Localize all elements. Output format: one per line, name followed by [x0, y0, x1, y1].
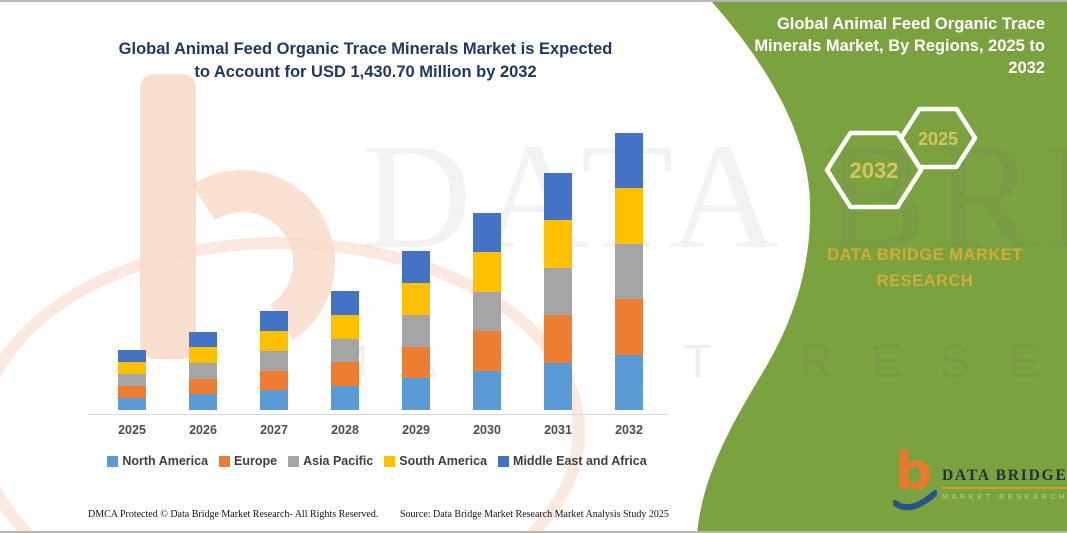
legend-item-north-america: North America [107, 454, 208, 468]
hexagon-2025-label: 2025 [918, 129, 958, 149]
legend-label: Middle East and Africa [513, 454, 647, 468]
bar-segment-2027-south-america [260, 331, 288, 351]
bar-segment-2028-europe [331, 362, 359, 387]
legend-item-europe: Europe [219, 454, 277, 468]
bar-segment-2030-middle-east-and-africa [473, 212, 501, 253]
bar-segment-2028-north-america [331, 386, 359, 410]
hexagon-2025 [898, 106, 978, 170]
x-axis-line [88, 414, 668, 415]
company-logo: b DATA BRIDGE MARKET RESEARCH [893, 442, 1067, 521]
bar-segment-2026-middle-east-and-africa [189, 331, 217, 348]
bar-segment-2027-middle-east-and-africa [260, 311, 288, 332]
bar-segment-2031-south-america [544, 220, 572, 268]
footer-source: Source: Data Bridge Market Research Mark… [400, 509, 669, 520]
bar-segment-2032-europe [615, 299, 643, 355]
x-axis-label-2032: 2032 [615, 423, 643, 437]
logo-title: DATA BRIDGE [942, 467, 1067, 489]
chart-title-line2: to Account for USD 1,430.70 Million by 2… [194, 62, 537, 81]
bar-segment-2026-north-america [189, 394, 217, 410]
bar-segment-2030-asia-pacific [473, 291, 501, 332]
bar-segment-2029-europe [402, 346, 430, 379]
chart-title-line1: Global Animal Feed Organic Trace Mineral… [118, 40, 613, 58]
brand-wordmark-line1: DATA BRIDGE MARKET [827, 246, 1023, 264]
logo-b-letter: b [895, 442, 933, 502]
legend-swatch [107, 455, 119, 467]
x-axis-label-2029: 2029 [402, 423, 430, 437]
bar-segment-2025-middle-east-and-africa [118, 349, 146, 362]
x-axis-label-2031: 2031 [544, 423, 572, 437]
bar-segment-2027-europe [260, 370, 288, 391]
legend-swatch [498, 455, 510, 467]
chart-title: Global Animal Feed Organic Trace Mineral… [88, 38, 643, 84]
bar-segment-2029-north-america [402, 378, 430, 410]
x-axis-label-2027: 2027 [260, 423, 288, 437]
logo-text-block: DATA BRIDGE MARKET RESEARCH [942, 455, 1067, 501]
legend-item-middle-east-and-africa: Middle East and Africa [498, 454, 647, 468]
bar-segment-2025-south-america [118, 362, 146, 374]
hexagon-2032-label: 2032 [850, 158, 899, 183]
x-axis-label-2030: 2030 [473, 423, 501, 437]
bar-segment-2028-asia-pacific [331, 338, 359, 363]
bar-segment-2029-south-america [402, 283, 430, 315]
brand-wordmark-line2: RESEARCH [876, 271, 974, 290]
bar-segment-2030-europe [473, 331, 501, 371]
panel-title-line3: 2032 [1008, 58, 1045, 77]
bar-segment-2026-europe [189, 378, 217, 395]
footer-copyright: DMCA Protected © Data Bridge Market Rese… [88, 509, 379, 520]
bar-segment-2032-north-america [615, 354, 643, 410]
legend-label: South America [399, 454, 488, 468]
legend-label: Asia Pacific [303, 454, 374, 468]
panel-title-line1: Global Animal Feed Organic Trace [776, 15, 1045, 33]
bar-segment-2031-north-america [544, 362, 572, 410]
legend-label: Europe [234, 454, 278, 468]
legend-item-south-america: South America [384, 454, 487, 468]
legend-item-asia-pacific: Asia Pacific [288, 454, 373, 468]
panel-title-line2: Minerals Market, By Regions, 2025 to [754, 36, 1045, 55]
bar-segment-2025-asia-pacific [118, 374, 146, 386]
bar-segment-2027-north-america [260, 390, 288, 410]
hexagon-2032 [824, 130, 924, 210]
bar-segment-2026-asia-pacific [189, 362, 217, 379]
legend-swatch [288, 455, 300, 467]
brand-wordmark: DATA BRIDGE MARKET RESEARCH [790, 243, 1060, 294]
bar-segment-2025-north-america [118, 398, 146, 410]
chart-legend: North America Europe Asia Pacific South Ame… [80, 454, 674, 468]
bar-segment-2029-asia-pacific [402, 314, 430, 347]
legend-label: North America [122, 454, 209, 468]
logo-swoosh-icon [893, 490, 937, 511]
x-axis-label-2025: 2025 [118, 423, 146, 437]
x-axis-label-2028: 2028 [331, 423, 359, 437]
legend-swatch [384, 455, 396, 467]
bar-segment-2031-middle-east-and-africa [544, 172, 572, 221]
bar-segment-2031-asia-pacific [544, 267, 572, 316]
bar-segment-2030-south-america [473, 252, 501, 292]
bar-segment-2027-asia-pacific [260, 350, 288, 371]
bar-segment-2032-south-america [615, 188, 643, 244]
bar-segment-2028-south-america [331, 314, 359, 339]
logo-subtitle: MARKET RESEARCH [942, 492, 1067, 501]
x-axis-label-2026: 2026 [189, 423, 217, 437]
bar-segment-2032-middle-east-and-africa [615, 133, 643, 189]
bar-segment-2026-south-america [189, 347, 217, 363]
bar-segment-2030-north-america [473, 370, 501, 410]
bar-segment-2031-europe [544, 315, 572, 363]
bar-segment-2029-middle-east-and-africa [402, 251, 430, 283]
bar-segment-2025-europe [118, 386, 146, 398]
hexagon-badges: 2032 2025 [824, 106, 978, 210]
panel-title: Global Animal Feed Organic Trace Mineral… [723, 14, 1045, 79]
logo-b-icon: b [893, 442, 937, 515]
bar-segment-2032-asia-pacific [615, 243, 643, 300]
bar-segment-2028-middle-east-and-africa [331, 290, 359, 315]
legend-swatch [219, 455, 231, 467]
